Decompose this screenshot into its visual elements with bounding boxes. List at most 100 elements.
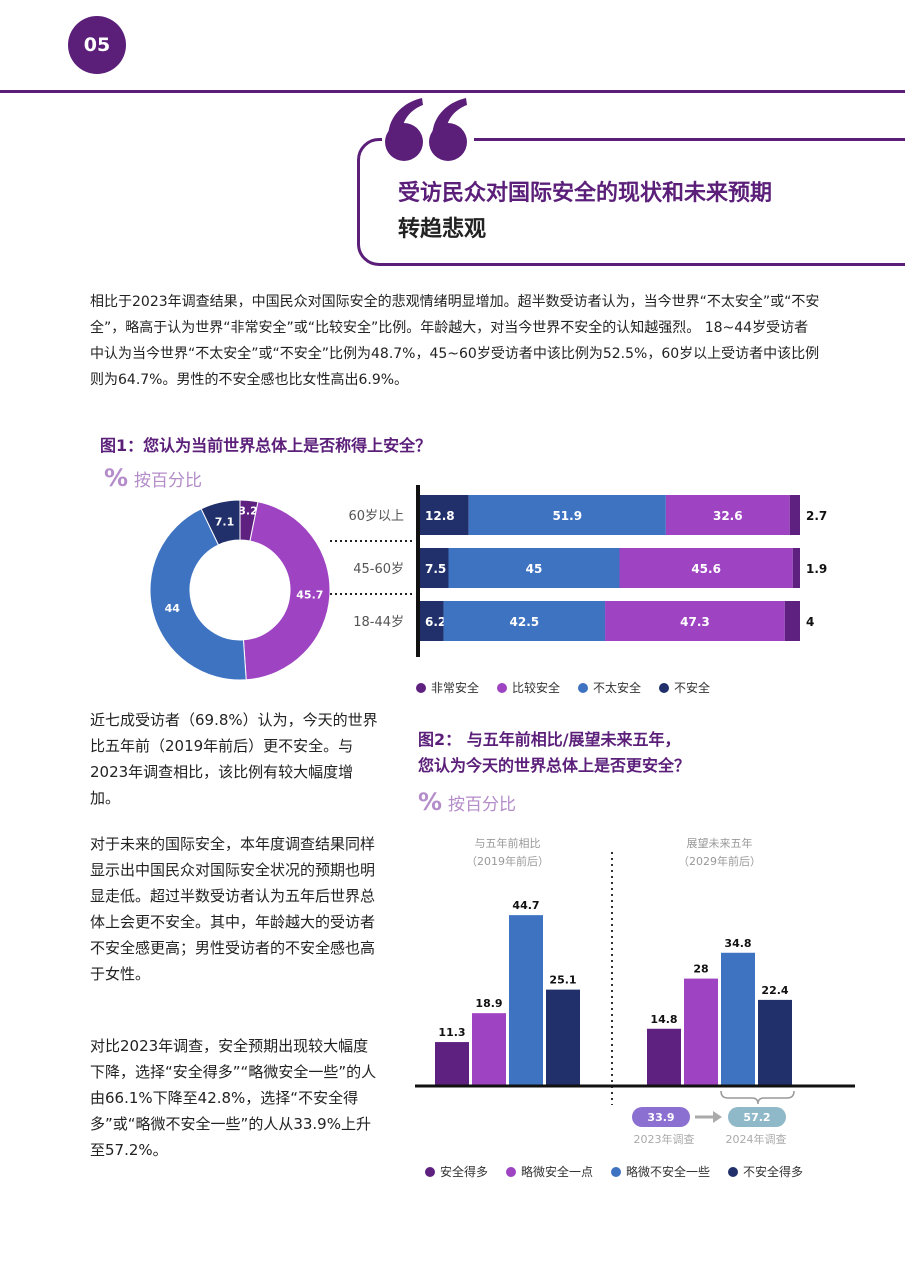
grouped-bar xyxy=(758,999,792,1085)
figure2-unit-label: 按百分比 xyxy=(448,794,517,815)
page-number: 05 xyxy=(68,16,126,74)
percent-icon: % xyxy=(418,788,443,816)
header-divider xyxy=(0,90,905,93)
bar-value-label: 22.4 xyxy=(761,984,788,997)
stacked-bar-segment xyxy=(792,548,800,588)
bar-value-label: 11.3 xyxy=(438,1026,465,1039)
bar-value-label: 14.8 xyxy=(650,1013,677,1026)
figure2-title-line2: 您认为今天的世界总体上是否更安全？ xyxy=(418,756,691,775)
legend-item: 非常安全 xyxy=(416,679,479,696)
legend-label: 安全得多 xyxy=(440,1165,489,1179)
stacked-bar-segment xyxy=(420,495,469,535)
legend-item: 不安全 xyxy=(659,679,710,696)
legend-item: 比较安全 xyxy=(497,679,560,696)
bar-value-label: 4 xyxy=(806,615,814,629)
legend-swatch xyxy=(425,1166,435,1177)
bar-category-label: 18-44岁 xyxy=(353,615,404,630)
section-title: 受访民众对国际安全的现状和未来预期 转趋悲观 xyxy=(398,176,868,248)
bar-value-label: 18.9 xyxy=(475,997,502,1010)
donut-slice-label: 7.1 xyxy=(215,516,235,529)
bar-value-label: 45.6 xyxy=(691,562,721,576)
legend-item: 略微不安全一些 xyxy=(611,1163,710,1180)
legend-label: 不安全 xyxy=(674,681,711,695)
group-header: 展望未来五年 xyxy=(687,836,753,850)
arrow-icon xyxy=(713,1111,722,1123)
bar-value-label: 1.9 xyxy=(806,562,827,576)
bar-value-label: 6.2 xyxy=(425,615,446,629)
bar-value-label: 34.8 xyxy=(724,937,751,950)
badge-2024-value: 57.2 xyxy=(743,1111,770,1124)
figure1-unit: % 按百分比 xyxy=(104,464,202,492)
grouped-bar xyxy=(509,915,543,1085)
legend-label: 比较安全 xyxy=(512,681,561,695)
bar-value-label: 44.7 xyxy=(512,899,539,912)
legend-swatch xyxy=(578,682,589,693)
grouped-bar-chart: 与五年前相比 （2019年前后） 11.3 18.9 44.7 25.1 展望未来五年 （20… xyxy=(415,836,855,1146)
donut-slice xyxy=(149,508,247,681)
stacked-bar-segment xyxy=(443,601,606,641)
bar-value-label: 7.5 xyxy=(425,562,446,576)
group-header: 与五年前相比 xyxy=(475,836,541,850)
legend-item: 不太安全 xyxy=(578,679,641,696)
brace xyxy=(720,1090,795,1105)
figure2-unit: % 按百分比 xyxy=(418,788,516,816)
figure1-title: 图1：您认为当前世界总体上是否称得上安全？ xyxy=(100,436,432,455)
donut-slice-label: 45.7 xyxy=(296,589,323,602)
legend-swatch xyxy=(506,1166,517,1177)
badge-2024-label: 2024年调查 xyxy=(726,1132,787,1146)
grouped-bar xyxy=(721,952,755,1085)
figure2-title-line1: 图2： 与五年前相比/展望未来五年， xyxy=(418,730,681,749)
body-paragraph-3: 对比2023年调查，安全预期出现较大幅度下降，选择“安全得多”“略微安全一些”的… xyxy=(90,1037,377,1159)
donut-slice xyxy=(242,501,331,681)
percent-icon: % xyxy=(104,464,129,492)
bar-category-label: 45-60岁 xyxy=(353,562,404,577)
grouped-bar xyxy=(647,1028,681,1085)
bar-value-label: 51.9 xyxy=(552,509,582,523)
legend-label: 不安全得多 xyxy=(743,1165,804,1179)
legend-swatch xyxy=(497,682,508,693)
figure2-title: 图2： 与五年前相比/展望未来五年， 您认为今天的世界总体上是否更安全？ xyxy=(418,727,690,779)
grouped-bar xyxy=(435,1042,469,1085)
stacked-bar-segment xyxy=(784,601,800,641)
donut-slice-label: 44 xyxy=(165,602,181,615)
donut-slice-label: 3.2 xyxy=(238,504,258,517)
donut-chart: 3.2 45.7 44 7.1 xyxy=(149,500,331,681)
body-paragraph-2: 对于未来的国际安全，本年度调查结果同样显示出中国民众对国际安全状况的预期也明显走… xyxy=(90,835,376,983)
legend-swatch xyxy=(611,1166,622,1177)
legend-item: 安全得多 xyxy=(425,1163,488,1180)
group-header: （2029年前后） xyxy=(678,854,761,868)
legend-item: 不安全得多 xyxy=(728,1163,803,1180)
legend-label: 不太安全 xyxy=(593,681,642,695)
badge-2023-label: 2023年调查 xyxy=(634,1132,695,1146)
legend-swatch xyxy=(659,682,670,693)
legend-label: 略微安全一点 xyxy=(521,1165,594,1179)
bar-value-label: 45 xyxy=(526,562,543,576)
stacked-bar-segment xyxy=(619,548,793,588)
stacked-bar-segment xyxy=(420,601,444,641)
section-title-line2: 转趋悲观 xyxy=(398,217,487,242)
donut-slice xyxy=(200,500,241,546)
stacked-bar-segment xyxy=(448,548,620,588)
stacked-bar-segment xyxy=(789,495,800,535)
body-paragraph-1: 近七成受访者（69.8%）认为，今天的世界比五年前（2019年前后）更不安全。与… xyxy=(90,711,378,807)
stacked-bar-segment xyxy=(420,548,449,588)
bar-value-label: 47.3 xyxy=(680,615,710,629)
legend-item: 略微安全一点 xyxy=(506,1163,593,1180)
intro-paragraph: 相比于2023年调查结果，中国民众对国际安全的悲观情绪明显增加。超半数受访者认为… xyxy=(90,294,820,388)
badge-2024 xyxy=(728,1107,786,1127)
stacked-bar-segment xyxy=(468,495,666,535)
legend-swatch xyxy=(728,1166,739,1177)
figure1-unit-label: 按百分比 xyxy=(134,470,203,491)
figure2-legend: 安全得多 略微安全一点 略微不安全一些 不安全得多 xyxy=(425,1163,803,1180)
legend-swatch xyxy=(416,682,426,693)
grouped-bar xyxy=(684,978,718,1085)
legend-label: 非常安全 xyxy=(431,681,480,695)
stacked-bar-segment xyxy=(605,601,785,641)
bar-value-label: 12.8 xyxy=(425,509,455,523)
stacked-bar-chart: 60岁以上 12.8 51.9 32.6 2.7 45-60岁 7.5 45 45.6 1.9 18… xyxy=(330,485,827,657)
bar-value-label: 25.1 xyxy=(549,974,576,987)
grouped-bar xyxy=(546,989,580,1085)
legend-label: 略微不安全一些 xyxy=(626,1165,711,1179)
stacked-bar-segment xyxy=(665,495,790,535)
quote-mark-icon xyxy=(382,96,474,166)
